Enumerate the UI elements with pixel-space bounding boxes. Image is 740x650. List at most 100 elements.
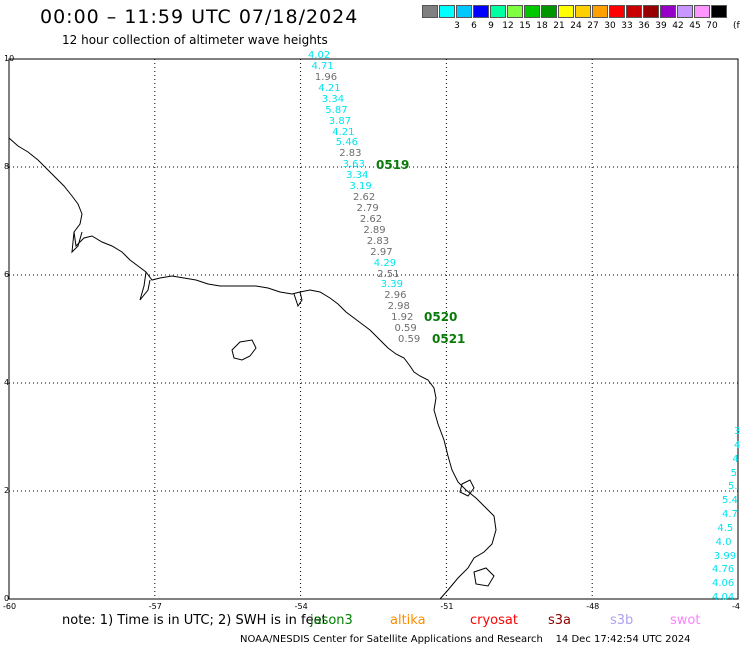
map-title: 00:00 – 11:59 UTC 07/18/2024 [40, 6, 359, 28]
units-note: note: 1) Time is in UTC; 2) SWH is in fe… [62, 613, 327, 628]
graticule [9, 59, 738, 599]
wave-height-value: 4.29 [373, 257, 397, 269]
legend-swatch [558, 5, 574, 18]
wave-height-value: 3.63 [342, 159, 365, 171]
legend-swatch [524, 5, 540, 18]
wave-height-value: 2.89 [363, 224, 386, 236]
legend-label: 18 [536, 21, 548, 31]
wave-height-value: 2.97 [370, 246, 393, 258]
x-tick-label: -57 [148, 602, 162, 611]
satellite-label: altika [390, 613, 426, 628]
x-tick-label: -45 [732, 602, 740, 611]
legend-swatch [643, 5, 659, 18]
wave-height-value: 4.5 [717, 522, 734, 534]
coastline-estuary [71, 231, 303, 308]
satellite-label: swot [670, 613, 701, 628]
wave-height-value: 4.7 [722, 509, 738, 520]
legend-label: 9 [488, 21, 494, 31]
wave-height-value: 2.83 [339, 148, 362, 160]
legend-swatch [592, 5, 608, 18]
wave-height-value: 4.02 [308, 50, 331, 61]
coastline [8, 137, 497, 600]
y-tick-label: 6 [4, 270, 10, 279]
legend-label: 45 [689, 21, 701, 31]
island-marajo [231, 339, 257, 361]
island-caviana [459, 479, 495, 587]
wave-height-value: 3.87 [328, 115, 352, 127]
wave-height-value: 2.51 [377, 268, 400, 280]
legend-swatch [439, 5, 455, 18]
legend-swatch [660, 5, 676, 18]
wave-height-value: 4.76 [712, 564, 735, 576]
legend-label: 3 [454, 21, 460, 31]
wave-height-value: 1.96 [314, 71, 338, 83]
legend-label: 15 [519, 21, 531, 31]
legend-label: 27 [587, 21, 599, 31]
legend-swatch [473, 5, 489, 18]
wave-height-value: 3 [734, 426, 740, 437]
wave-height-value: 2.83 [366, 235, 390, 247]
legend-swatch [694, 5, 710, 18]
y-tick-label: 4 [4, 378, 10, 387]
legend-unit: (ft) [733, 21, 740, 31]
y-tick-label: 8 [4, 162, 10, 171]
legend-swatch [626, 5, 642, 18]
legend-swatch [711, 5, 727, 18]
legend-label: 30 [604, 21, 616, 31]
y-tick-label: 0 [4, 594, 10, 603]
wave-height-value: 4.71 [311, 60, 334, 72]
wave-height-value: 3.99 [713, 550, 737, 562]
wave-height-value: 5.87 [325, 104, 348, 116]
pass-label: 0521 [432, 332, 466, 346]
y-tick-label: 2 [4, 486, 10, 495]
legend-label: 42 [672, 21, 684, 31]
wave-height-value: 4 [732, 453, 739, 465]
wave-height-value: 5.4 [722, 495, 738, 507]
wave-height-value: 5. [728, 481, 738, 493]
wave-height-value: 4.04 [712, 592, 735, 603]
legend-label: 6 [471, 21, 477, 31]
y-tick-label: 10 [4, 54, 15, 63]
x-tick-label: -60 [3, 602, 17, 611]
wave-height-value: 3.39 [380, 279, 403, 291]
wave-height-value: 2.79 [356, 202, 379, 214]
legend-label: 36 [638, 21, 650, 31]
x-tick-label: -48 [586, 602, 600, 611]
map-subtitle: 12 hour collection of altimeter wave hei… [62, 33, 328, 47]
wave-height-value: 4 [734, 439, 740, 451]
legend-swatch [422, 5, 438, 18]
wave-height-value: 3.34 [321, 93, 345, 105]
legend-label: 70 [706, 21, 718, 31]
legend-swatch [541, 5, 557, 18]
legend-swatch [609, 5, 625, 18]
wave-height-value: 0.59 [398, 334, 421, 345]
wave-height-value: 2.62 [359, 213, 383, 225]
wave-height-value: 5.46 [335, 137, 358, 149]
legend-swatch [575, 5, 591, 18]
legend-label: 21 [553, 21, 565, 31]
satellite-label: s3b [610, 613, 634, 628]
satellite-label: cryosat [470, 613, 518, 628]
wave-height-value: 2.96 [384, 290, 407, 302]
wave-height-value: 3.19 [349, 181, 372, 193]
legend-label: 39 [655, 21, 667, 31]
wave-height-value: 4.0 [715, 536, 732, 548]
wave-height-value: 3.34 [346, 170, 369, 182]
x-tick-label: -51 [440, 602, 454, 611]
wave-height-value: 4.21 [332, 126, 355, 138]
satellite-label: jason3 [310, 613, 353, 628]
wave-height-value: 5 [730, 467, 737, 479]
map-frame [8, 58, 739, 600]
legend-swatch [677, 5, 693, 18]
wave-height-value: 1.92 [391, 312, 414, 324]
satellite-label: s3a [548, 613, 572, 628]
wave-height-value: 0.59 [394, 323, 417, 335]
legend-swatch [456, 5, 472, 18]
wave-height-value: 4.21 [318, 82, 341, 94]
legend-label: 24 [570, 21, 582, 31]
pass-label: 0519 [376, 158, 410, 172]
legend-label: 33 [621, 21, 633, 31]
pass-label: 0520 [424, 310, 458, 324]
footer-credit: NOAA/NESDIS Center for Satellite Applica… [240, 634, 691, 645]
